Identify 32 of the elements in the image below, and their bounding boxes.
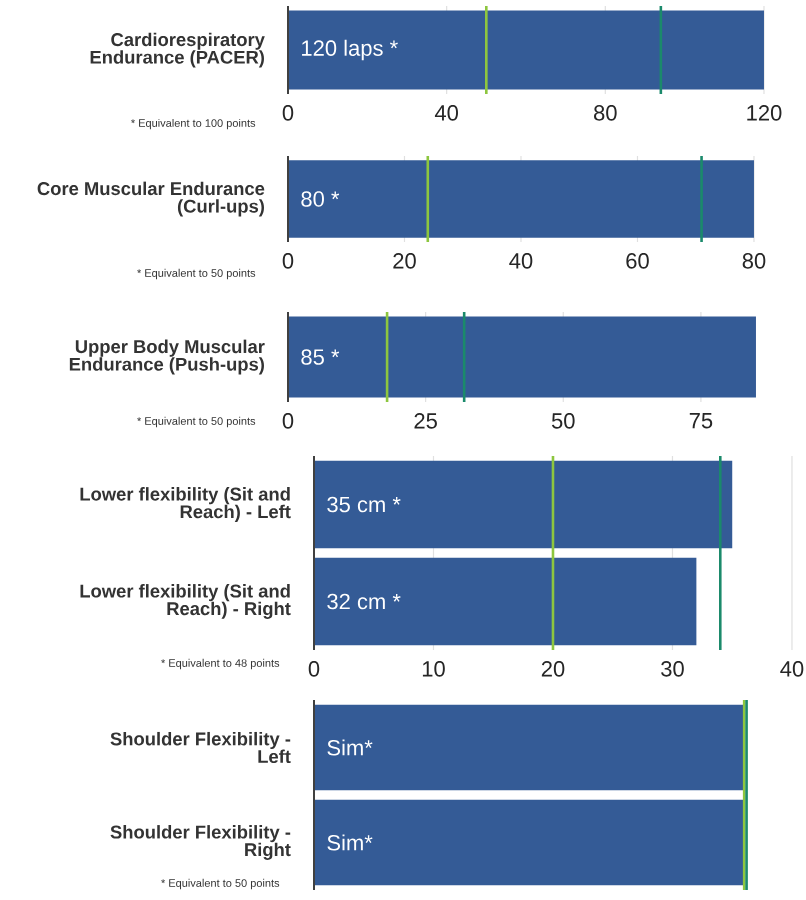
y-tick-label: Core Muscular Endurance (Curl-ups) <box>37 181 265 217</box>
x-tick-label: 20 <box>393 253 416 269</box>
x-tick-label: 0 <box>282 413 294 429</box>
x-tick-label: 80 <box>742 253 766 269</box>
x-tick-label: 0 <box>308 661 320 677</box>
x-tick-label: 120 <box>747 105 782 121</box>
x-tick-label: 25 <box>414 413 437 429</box>
y-tick-label: Shoulder Flexibility - Right <box>110 825 291 860</box>
x-tick-label: 60 <box>626 253 649 269</box>
y-tick-label: Lower flexibility (Sit and Reach) - Right <box>80 584 291 619</box>
x-tick-label: 10 <box>422 661 445 677</box>
data-label: 120 laps * <box>302 39 398 61</box>
data-label: 80 * <box>301 191 340 207</box>
x-tick-label: 20 <box>541 661 565 677</box>
y-tick-label: Cardiorespiratory Endurance (PACER) <box>90 32 265 68</box>
x-tick-label: 40 <box>434 105 459 121</box>
data-label: Sim* <box>327 834 373 851</box>
data-label: Sim* <box>327 739 373 756</box>
x-tick-label: 40 <box>509 253 533 269</box>
y-tick-label: Lower flexibility (Sit and Reach) - Left <box>80 487 291 522</box>
x-tick-label: 50 <box>551 413 575 429</box>
x-tick-label: 40 <box>780 661 804 677</box>
data-label: 85 * <box>301 349 340 365</box>
x-tick-label: 30 <box>661 661 684 677</box>
y-tick-label: Upper Body Muscular Endurance (Push-ups) <box>69 339 265 375</box>
data-label: 32 cm * <box>327 593 401 610</box>
data-label: 35 cm * <box>327 496 401 513</box>
x-tick-label: 80 <box>594 105 617 121</box>
x-tick-label: 0 <box>282 253 294 269</box>
x-tick-label: 75 <box>689 413 713 429</box>
y-tick-label: Shoulder Flexibility - Left <box>110 731 291 764</box>
x-tick-label: 0 <box>282 105 294 121</box>
